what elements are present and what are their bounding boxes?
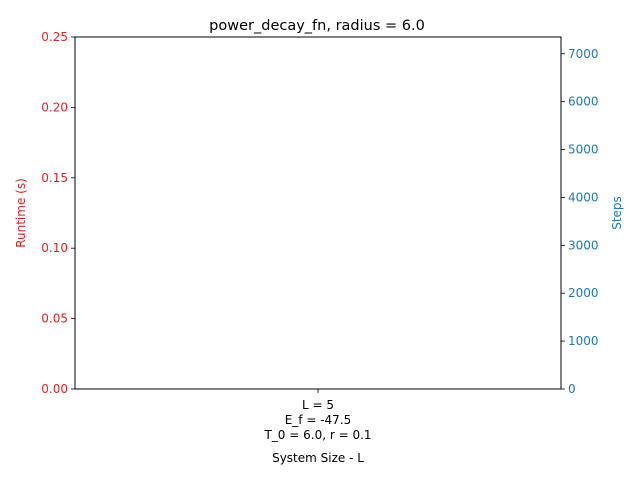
x-tick-label-line: E_f = -47.5 <box>285 413 352 427</box>
left-y-axis-label: Runtime (s) <box>14 178 28 248</box>
right-y-tick-label: 6000 <box>568 95 599 109</box>
right-y-axis-label: Steps <box>610 196 624 230</box>
x-axis-label: System Size - L <box>272 451 364 465</box>
x-tick-label-line: L = 5 <box>302 398 334 412</box>
right-y-tick-label: 5000 <box>568 143 599 157</box>
left-y-tick-label: 0.05 <box>41 312 68 326</box>
right-y-tick-label: 0 <box>568 382 576 396</box>
right-y-tick-label: 4000 <box>568 190 599 204</box>
left-y-tick-label: 0.00 <box>41 382 68 396</box>
right-y-tick-label: 7000 <box>568 47 599 61</box>
x-tick-label: L = 5 E_f = -47.5 T_0 = 6.0, r = 0.1 <box>263 398 371 442</box>
left-y-axis: 0.00 0.05 0.10 0.15 0.20 0.25 <box>41 30 75 396</box>
x-axis: L = 5 E_f = -47.5 T_0 = 6.0, r = 0.1 <box>263 389 372 442</box>
right-y-axis: 0 1000 2000 3000 4000 5000 6000 7000 <box>561 47 599 396</box>
plot-area-frame <box>74 36 562 390</box>
left-y-tick-label: 0.15 <box>41 171 68 185</box>
left-y-tick-label: 0.25 <box>41 30 68 44</box>
right-y-tick-label: 3000 <box>568 238 599 252</box>
x-tick-label-line: T_0 = 6.0, r = 0.1 <box>263 428 371 442</box>
left-y-tick-label: 0.10 <box>41 241 68 255</box>
left-y-tick-label: 0.20 <box>41 100 68 114</box>
right-y-tick-label: 1000 <box>568 334 599 348</box>
chart-title: power_decay_fn, radius = 6.0 <box>209 18 425 34</box>
right-y-tick-label: 2000 <box>568 286 599 300</box>
